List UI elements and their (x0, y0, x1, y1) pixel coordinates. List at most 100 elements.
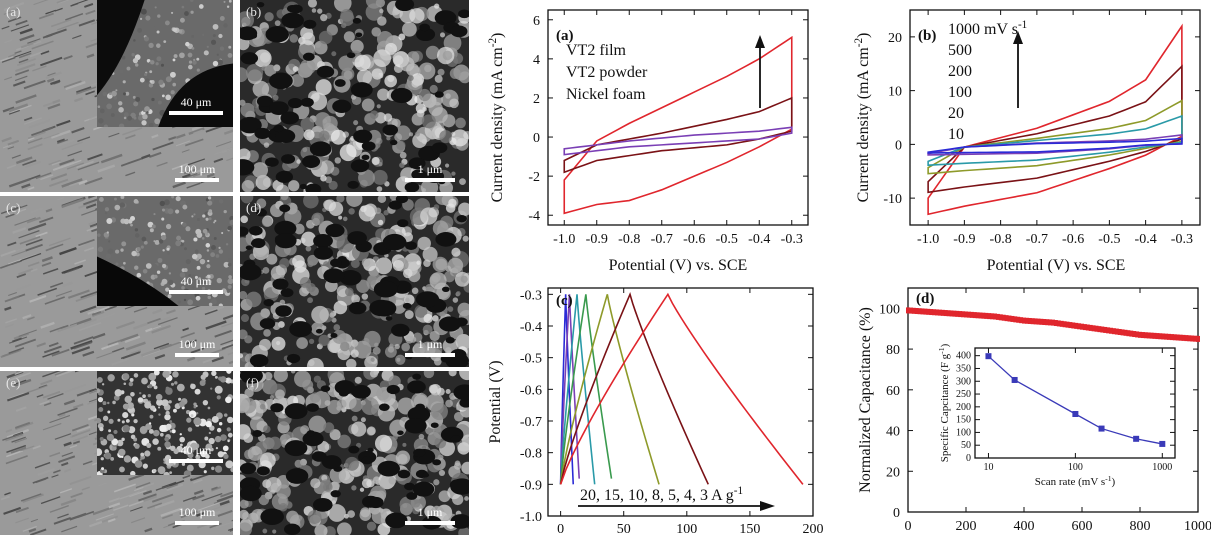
sem-scale-bar: 1 μm (405, 162, 455, 182)
sem-scale-bar: 1 μm (405, 337, 455, 357)
sem-panel-a: 40 μm (a) 100 μm (0, 0, 233, 192)
retention-point (911, 307, 916, 314)
retention-point (932, 309, 937, 316)
sem-scale-label: 100 μm (178, 337, 216, 351)
retention-point (1175, 334, 1180, 341)
retention-point (1120, 329, 1125, 336)
x-tick-label: -0.6 (683, 232, 705, 247)
retention-point (1106, 327, 1111, 334)
sem-inset-image: 40 μm (97, 0, 233, 127)
retention-point (908, 307, 913, 314)
x-tick-label: -0.9 (586, 232, 608, 247)
retention-point (1048, 319, 1053, 326)
legend-entry: 10 (948, 126, 964, 143)
retention-point (1169, 334, 1174, 341)
panel-label-c: (c) (556, 293, 573, 309)
retention-point (923, 308, 928, 315)
retention-point (1178, 334, 1183, 341)
retention-point (952, 310, 957, 317)
retention-point (1167, 333, 1171, 340)
legend-entry: 1000 mV s-1 (948, 19, 1027, 38)
retention-point (1045, 319, 1050, 326)
retention-point (1158, 333, 1163, 340)
retention-point (1056, 320, 1061, 327)
retention-point (1042, 319, 1047, 326)
inset-scale-bar: 40 μm (169, 274, 223, 294)
sem-scale-label: 1 μm (417, 505, 443, 519)
legend-entry: 100 (948, 84, 972, 101)
retention-point (1033, 318, 1038, 325)
retention-point (949, 310, 954, 317)
x-tick-label: -0.7 (1026, 232, 1048, 247)
retention-point (990, 313, 995, 320)
retention-point (1053, 320, 1058, 327)
y-tick-label: -0.4 (520, 320, 542, 335)
retention-point (1129, 330, 1134, 337)
y-tick-label: 80 (886, 343, 900, 358)
legend-entry: Nickel foam (566, 86, 646, 103)
sem-inset-image: 40 μm (97, 196, 233, 306)
retention-point (1001, 314, 1006, 321)
retention-point (1111, 328, 1116, 335)
retention-point (1085, 324, 1090, 331)
retention-point (1187, 335, 1192, 342)
electrochemical-charts: -1.0 -0.9 -0.8 -0.7 -0.6 -0.5 -0.4 -0.3 -4 -2 0 2 4 6… (487, 9, 1211, 535)
y-tick-label: -2 (528, 170, 540, 185)
y-tick-label: 0 (533, 131, 540, 146)
sem-panel-e: 40 μm (e) 100 μm (0, 371, 233, 535)
x-tick-label: 100 (676, 522, 697, 535)
x-tick-label: 1000 (1184, 519, 1211, 534)
retention-point (914, 308, 919, 315)
retention-point (1013, 316, 1018, 323)
inset-scale-label: 40 μm (180, 274, 212, 288)
plot-frame (547, 287, 814, 517)
inset-y-tick-label: 400 (956, 351, 971, 362)
retention-point (958, 311, 963, 318)
x-tick-label: -0.3 (1171, 232, 1193, 247)
inset-y-tick-label: 0 (966, 453, 971, 464)
gcd-curve-olive (559, 294, 660, 485)
x-tick-label: -0.5 (1098, 232, 1120, 247)
retention-point (964, 311, 968, 318)
sem-scale-bar: 100 μm (175, 162, 219, 182)
retention-point (1010, 315, 1015, 322)
sem-scale-label: 100 μm (178, 505, 216, 519)
retention-point (940, 309, 945, 316)
y-tick-label: -0.7 (520, 415, 542, 430)
retention-point (1117, 328, 1122, 335)
y-tick-label: 10 (888, 85, 902, 100)
inset-y-tick-label: 100 (956, 427, 971, 438)
retention-point (1193, 335, 1198, 342)
y-axis-label: Current density (mA cm-2) (853, 33, 872, 203)
retention-point (1149, 332, 1154, 339)
inset-x-tick-label: 10 (983, 462, 993, 473)
retention-point (1138, 331, 1142, 338)
arrow-head (760, 501, 775, 511)
retention-point (1181, 334, 1186, 341)
retention-point (987, 313, 992, 320)
retention-point (995, 313, 1000, 320)
retention-point (1036, 318, 1041, 325)
legend-entry: 500 (948, 42, 972, 59)
inset-point (1159, 440, 1166, 447)
retention-point (1059, 320, 1064, 327)
retention-point (946, 310, 951, 317)
plot-frame (974, 347, 1176, 459)
x-tick-label: 50 (617, 522, 631, 535)
sem-panel-letter: (d) (246, 200, 262, 215)
inset-x-tick-label: 100 (1068, 462, 1083, 473)
x-tick-label: -0.9 (953, 232, 975, 247)
sem-panel-letter: (f) (246, 375, 259, 390)
retention-point (1097, 326, 1102, 333)
panel-label-b: (b) (918, 28, 936, 44)
retention-point (1024, 317, 1029, 324)
retention-point (943, 310, 948, 317)
retention-point (920, 308, 925, 315)
gcd-curve-green (559, 294, 613, 485)
retention-point (984, 312, 989, 319)
y-tick-label: -10 (883, 192, 902, 207)
retention-point (1152, 332, 1157, 339)
retention-point (1019, 317, 1024, 324)
retention-point (1094, 325, 1099, 332)
plot-frame (907, 287, 1199, 513)
